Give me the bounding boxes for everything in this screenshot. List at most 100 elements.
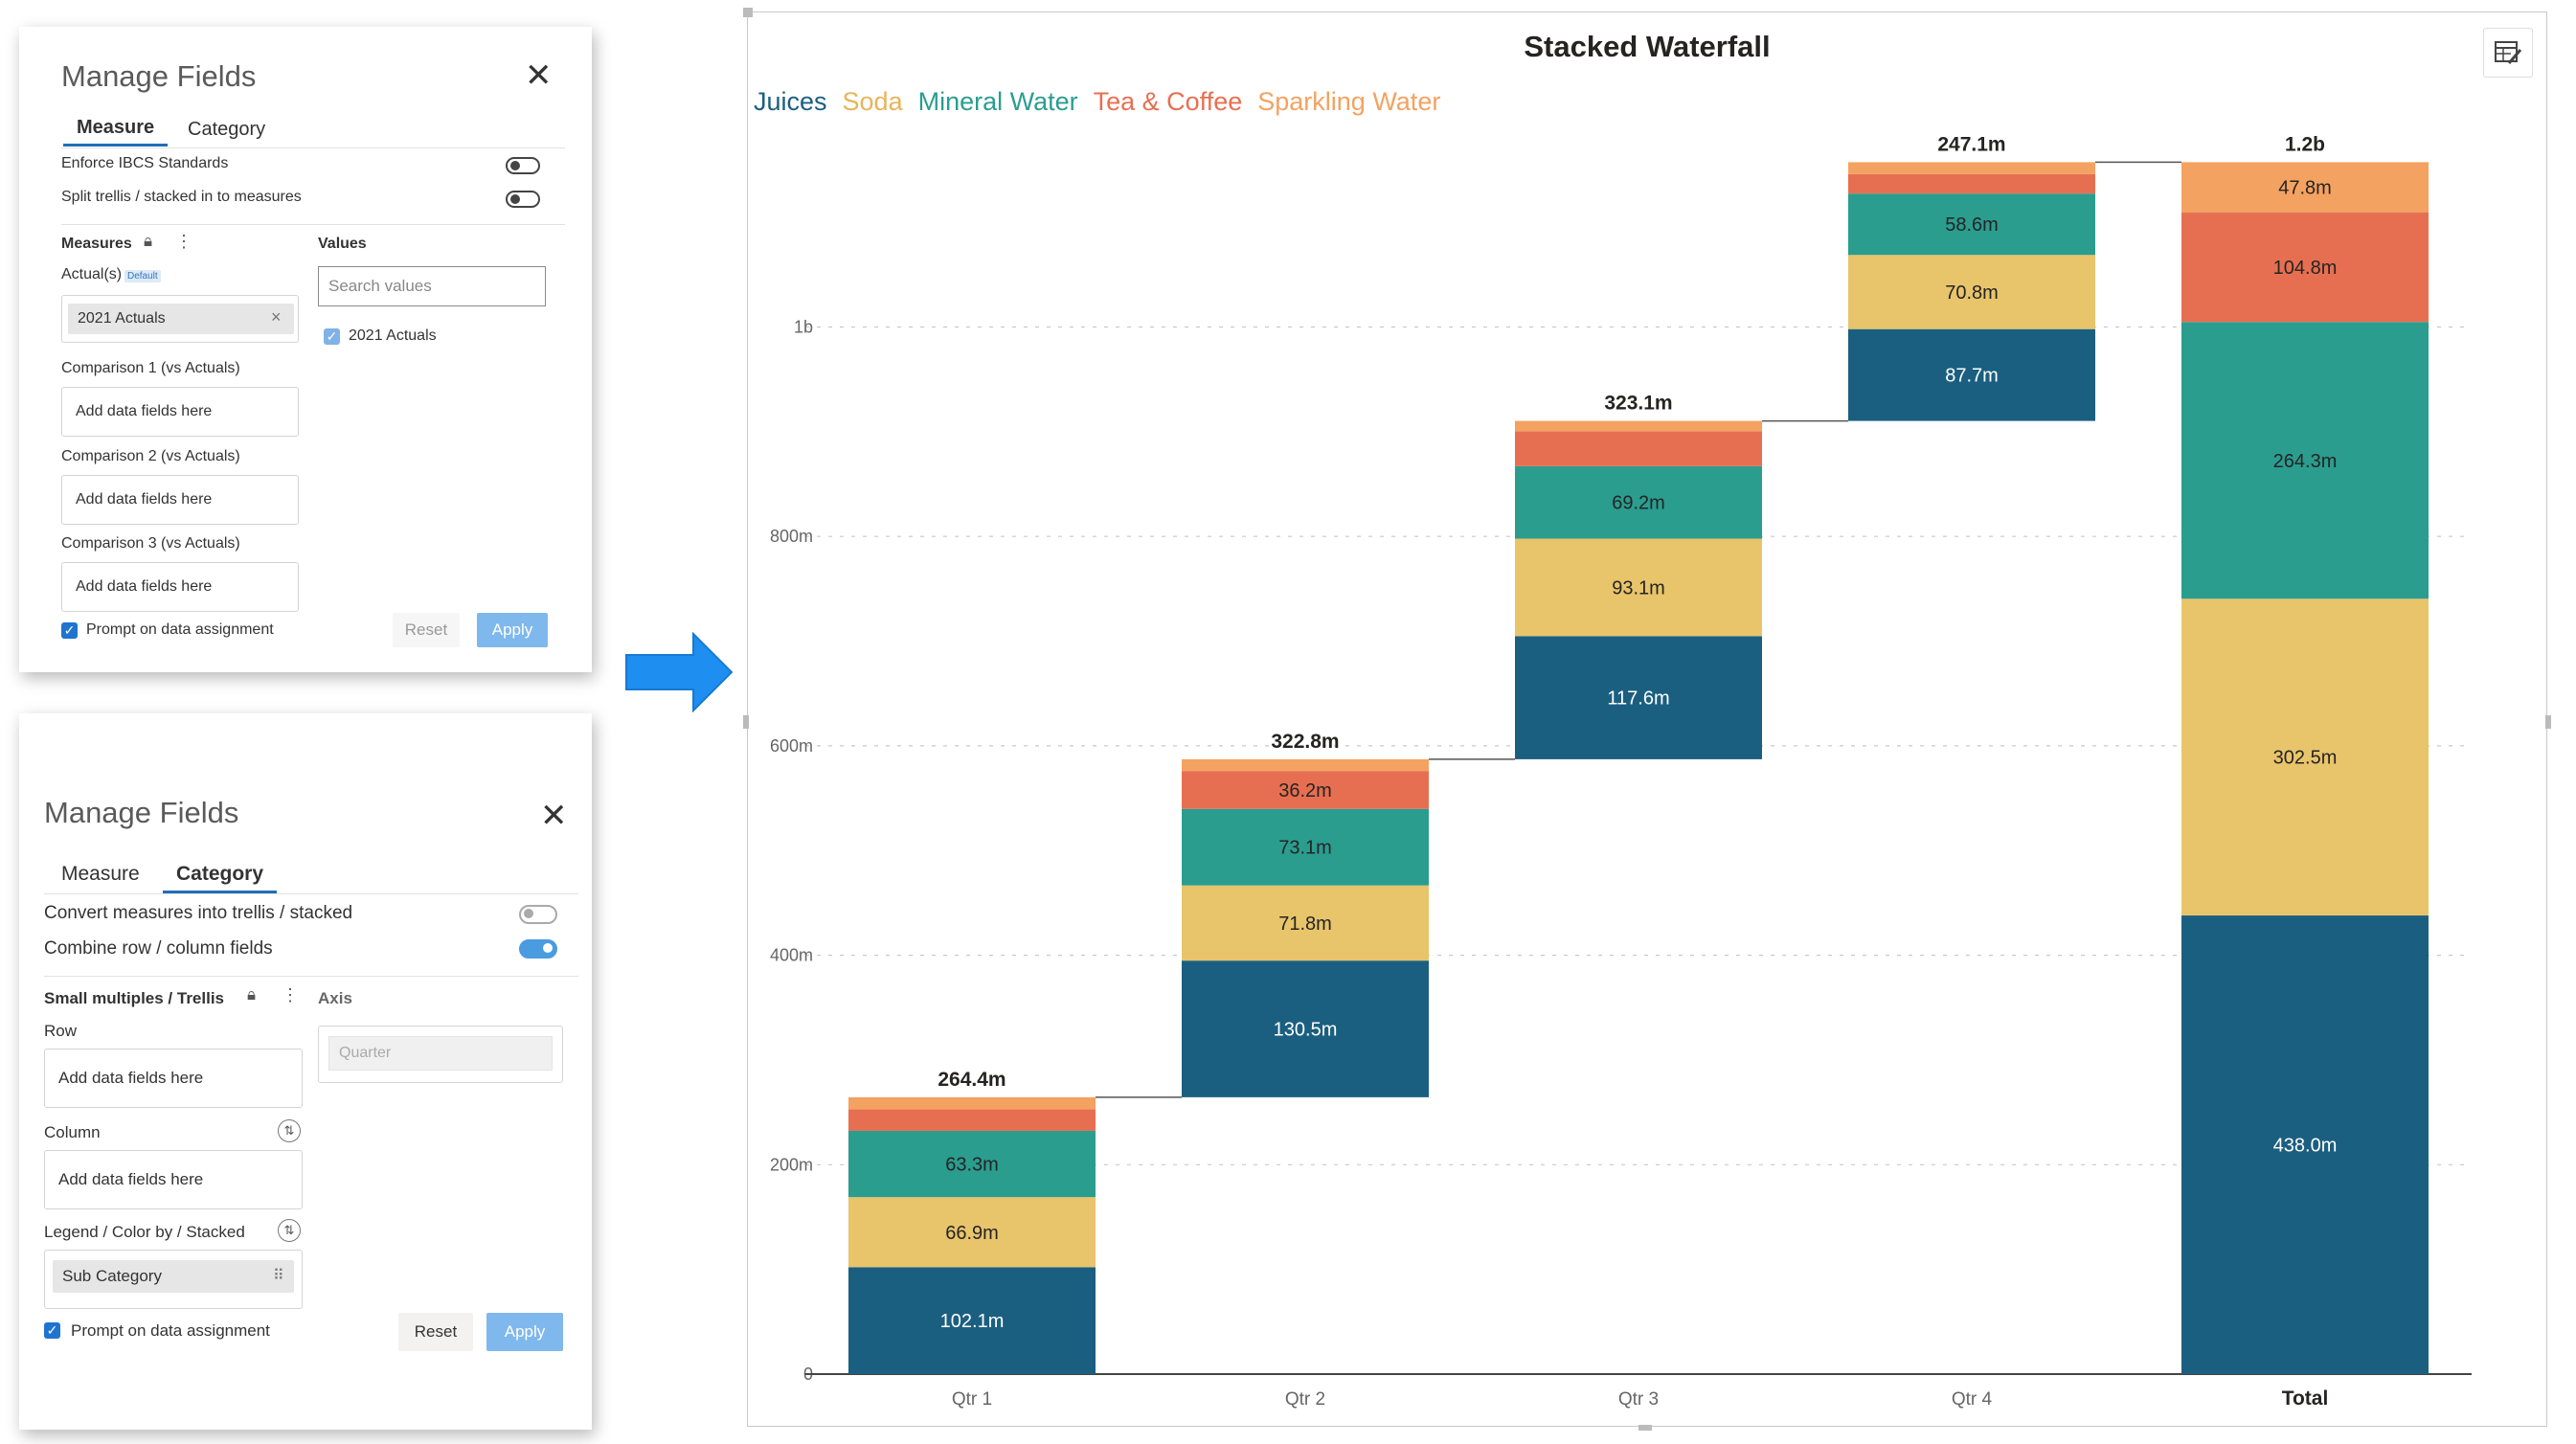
trellis-heading: Small multiples / Trellis — [44, 989, 225, 1007]
apply-button[interactable]: Apply — [477, 613, 548, 647]
legend-well[interactable]: Sub Category ⠿ — [44, 1250, 303, 1309]
data-label: 264.3m — [2273, 451, 2338, 472]
prompt-label: Prompt on data assignment — [71, 1321, 270, 1340]
total-label: 264.4m — [938, 1069, 1006, 1091]
data-label: 36.2m — [1278, 780, 1332, 801]
chip-remove-icon[interactable]: × — [271, 307, 282, 327]
bar-segment — [1848, 255, 2095, 329]
bar-segment — [2181, 598, 2429, 916]
toggle-label-combine-fields: Combine row / column fields — [44, 938, 273, 959]
legend-label: Legend / Color by / Stacked — [44, 1223, 245, 1241]
reset-button[interactable]: Reset — [393, 613, 460, 647]
data-label: 87.7m — [1945, 366, 1999, 387]
toggle-split-trellis[interactable] — [506, 191, 540, 208]
swap-icon[interactable]: ⇅ — [278, 1119, 301, 1142]
legend-item[interactable]: Juices — [754, 87, 827, 116]
data-label: 93.1m — [1612, 577, 1665, 598]
bar-segment — [1182, 885, 1429, 961]
tab-measure[interactable]: Measure — [61, 863, 140, 885]
more-vertical-icon[interactable]: ⋮ — [175, 232, 192, 251]
prompt-checkbox[interactable]: ✓ — [44, 1322, 60, 1339]
swap-icon[interactable]: ⇅ — [278, 1219, 301, 1242]
bar-segment — [1848, 193, 2095, 256]
data-label: 104.8m — [2273, 258, 2338, 279]
bar-segment — [1182, 808, 1429, 886]
default-badge: Default — [124, 270, 161, 282]
prompt-label: Prompt on data assignment — [86, 621, 274, 638]
row-label: Row — [44, 1022, 78, 1040]
bar-segment — [2181, 162, 2429, 213]
bar-segment — [1515, 636, 1762, 759]
comparison-2-label: Comparison 2 (vs Actuals) — [61, 448, 240, 464]
close-icon[interactable]: ✕ — [540, 798, 568, 834]
y-tick-label: 400m — [770, 946, 813, 965]
close-icon[interactable]: ✕ — [525, 57, 553, 94]
tab-measure[interactable]: Measure — [63, 117, 169, 147]
column-well[interactable]: Add data fields here — [44, 1150, 303, 1209]
bar-segment — [2181, 322, 2429, 599]
comparison-2-well[interactable]: Add data fields here — [61, 475, 299, 525]
toggle-ibcs[interactable] — [506, 157, 540, 174]
lock-icon: 🔒︎ — [144, 232, 153, 250]
tab-category[interactable]: Category — [163, 863, 278, 893]
x-tick-label: Qtr 3 — [1618, 1389, 1659, 1410]
legend-chip[interactable]: Sub Category — [53, 1260, 294, 1293]
panel-title: Manage Fields — [44, 796, 239, 829]
legend-item[interactable]: Soda — [842, 87, 903, 116]
legend-item[interactable]: Mineral Water — [917, 87, 1078, 116]
legend-item[interactable]: Tea & Coffee — [1093, 87, 1243, 116]
drag-handle-icon[interactable]: ⠿ — [273, 1268, 284, 1284]
measures-heading: Measures — [61, 236, 132, 252]
apply-button[interactable]: Apply — [486, 1313, 563, 1351]
total-label: 247.1m — [1937, 133, 2005, 155]
bar-segment — [848, 1267, 1096, 1374]
comparison-1-well[interactable]: Add data fields here — [61, 387, 299, 437]
bar-segment — [1515, 420, 1762, 432]
axis-heading: Axis — [318, 989, 352, 1007]
chart-title: Stacked Waterfall — [1524, 30, 1771, 63]
data-label: 302.5m — [2273, 748, 2338, 769]
actual-chip[interactable]: 2021 Actuals — [68, 304, 294, 334]
comparison-3-label: Comparison 3 (vs Actuals) — [61, 535, 240, 552]
actuals-well[interactable]: 2021 Actuals × — [61, 295, 299, 343]
reset-button[interactable]: Reset — [398, 1313, 473, 1351]
axis-well[interactable]: Quarter — [318, 1026, 563, 1083]
toggle-label-split-trellis: Split trellis / stacked in to measures — [61, 189, 302, 205]
axis-placeholder: Quarter — [328, 1036, 553, 1071]
row-well[interactable]: Add data fields here — [44, 1049, 303, 1108]
legend-item[interactable]: Sparkling Water — [1257, 87, 1441, 116]
bar-segment — [1848, 173, 2095, 194]
more-vertical-icon[interactable]: ⋮ — [282, 985, 299, 1004]
bar-segment — [1182, 758, 1429, 772]
right-arrow-icon — [625, 632, 734, 712]
search-values-input[interactable] — [318, 266, 546, 306]
values-heading: Values — [318, 236, 367, 252]
data-label: 117.6m — [1607, 688, 1669, 710]
total-label: 322.8m — [1271, 731, 1339, 753]
chart-legend: Juices Soda Mineral Water Tea & Coffee Spark… — [754, 87, 1440, 117]
bar-segment — [2181, 915, 2429, 1374]
toggle-combine-fields[interactable] — [519, 939, 557, 959]
tab-category[interactable]: Category — [188, 119, 266, 140]
comparison-3-well[interactable]: Add data fields here — [61, 562, 299, 612]
edit-table-icon[interactable] — [2483, 28, 2533, 78]
value-checkbox[interactable]: ✓ — [324, 328, 340, 345]
bar-segment — [848, 1096, 1096, 1110]
toggle-convert-trellis[interactable] — [519, 905, 557, 924]
bar-segment — [1515, 431, 1762, 466]
x-tick-label: Qtr 2 — [1285, 1389, 1325, 1410]
x-tick-label: Qtr 4 — [1952, 1389, 1993, 1410]
bar-segment — [1515, 465, 1762, 539]
bar-segment — [848, 1130, 1096, 1198]
chart-plot: 0200m400m600m800m1b102.1m66.9m63.3m264.4… — [770, 133, 2472, 1410]
manage-fields-panel-measure: Manage Fields ✕ Measure Category Enforce… — [19, 27, 592, 672]
prompt-checkbox[interactable]: ✓ — [61, 622, 78, 639]
data-label: 130.5m — [1274, 1020, 1338, 1041]
total-label: 323.1m — [1604, 393, 1672, 415]
value-item-label: 2021 Actuals — [349, 327, 437, 344]
toggle-label-convert-trellis: Convert measures into trellis / stacked — [44, 903, 353, 923]
y-tick-label: 200m — [770, 1155, 813, 1174]
bar-segment — [1848, 328, 2095, 421]
data-label: 70.8m — [1945, 282, 1999, 304]
data-label: 71.8m — [1278, 914, 1332, 935]
